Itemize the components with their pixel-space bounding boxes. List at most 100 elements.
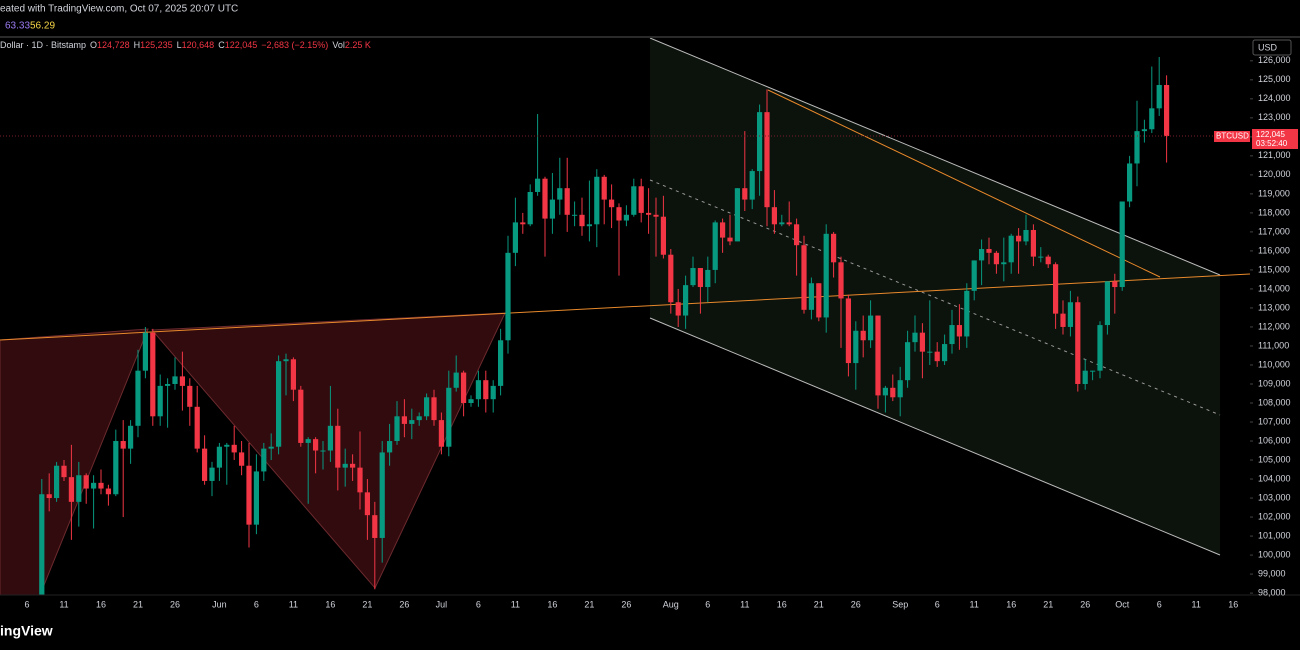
value: 122,045 [225, 40, 258, 50]
x-tick-label: 26 [1080, 599, 1090, 609]
x-tick-label: 6 [935, 599, 940, 609]
body [557, 188, 563, 200]
y-tick-label: 100,000 [1258, 549, 1291, 559]
body [387, 441, 393, 453]
body [120, 441, 126, 449]
body [446, 387, 452, 447]
body [616, 207, 622, 221]
y-tick-label: 105,000 [1258, 454, 1291, 464]
y-tick-label: 113,000 [1258, 302, 1290, 312]
body [39, 494, 45, 595]
body [875, 315, 881, 396]
body [860, 330, 866, 341]
body [512, 222, 518, 253]
x-tick-label: 21 [584, 599, 594, 609]
body [290, 359, 296, 390]
body [372, 515, 378, 538]
body [416, 416, 422, 421]
body [438, 420, 444, 447]
body [394, 416, 400, 442]
label: C [218, 40, 225, 50]
x-tick-label: 16 [547, 599, 557, 609]
trend-line [767, 89, 1161, 278]
candles [0, 57, 1250, 595]
x-tick-label: 11 [740, 599, 749, 609]
body [246, 465, 252, 525]
body [734, 188, 740, 242]
body [675, 302, 681, 316]
body [150, 332, 156, 417]
body [128, 425, 134, 449]
body [986, 249, 992, 253]
body [646, 212, 652, 215]
body [305, 439, 311, 443]
channel-shade [650, 38, 1220, 555]
change: −2,683 (−2.15%) [261, 40, 328, 50]
label: O [90, 40, 97, 50]
body [697, 268, 703, 288]
drawings [0, 38, 1250, 595]
x-tick-label: 21 [1043, 599, 1053, 609]
x-tick-label: 26 [399, 599, 409, 609]
body [816, 283, 822, 318]
body [1008, 235, 1014, 263]
body [609, 199, 615, 208]
body [216, 446, 222, 468]
body [631, 186, 637, 215]
body [202, 448, 208, 481]
label: H [134, 40, 141, 50]
body [942, 344, 948, 362]
currency-box[interactable] [1252, 39, 1292, 56]
x-tick-label: Sep [892, 599, 908, 609]
body [172, 376, 178, 384]
body [890, 387, 896, 398]
body [261, 448, 267, 472]
body [786, 222, 792, 225]
value: 125,235 [140, 40, 173, 50]
x-tick-label: 6 [1157, 599, 1162, 609]
neckline [0, 273, 1250, 341]
body [779, 222, 785, 225]
body [46, 494, 52, 499]
x-tick-label: 16 [1228, 599, 1238, 609]
body [1134, 131, 1140, 164]
body [1082, 370, 1088, 384]
body [1075, 302, 1081, 384]
body [668, 254, 674, 303]
body [764, 112, 770, 208]
body [720, 222, 726, 238]
indicator: 56.29 [30, 21, 55, 32]
body [239, 452, 245, 466]
body [979, 249, 985, 261]
body [831, 233, 837, 263]
pattern-shade [0, 328, 149, 595]
body [209, 467, 215, 481]
indicator: 63.33 [5, 21, 30, 32]
body [964, 290, 970, 337]
body [298, 389, 304, 443]
body [357, 467, 363, 493]
body [61, 465, 67, 478]
y-tick-label: 123,000 [1258, 112, 1291, 122]
body [727, 237, 733, 242]
body [54, 465, 60, 499]
body [1156, 84, 1162, 109]
body [1149, 108, 1155, 130]
body [268, 446, 274, 449]
body [157, 385, 163, 417]
y-tick-label: 119,000 [1258, 188, 1290, 198]
body [949, 325, 955, 345]
body [971, 260, 977, 291]
body [653, 214, 659, 217]
body [401, 416, 407, 424]
x-tick-label: 6 [24, 599, 29, 609]
price-tag [1214, 130, 1250, 142]
body [586, 224, 592, 227]
y-tick-label: 98,000 [1258, 587, 1286, 597]
body [224, 444, 230, 447]
value: 124,728 [97, 40, 130, 50]
y-tick-label: 114,000 [1258, 283, 1290, 293]
body [771, 207, 777, 225]
x-tick-label: 16 [1006, 599, 1016, 609]
